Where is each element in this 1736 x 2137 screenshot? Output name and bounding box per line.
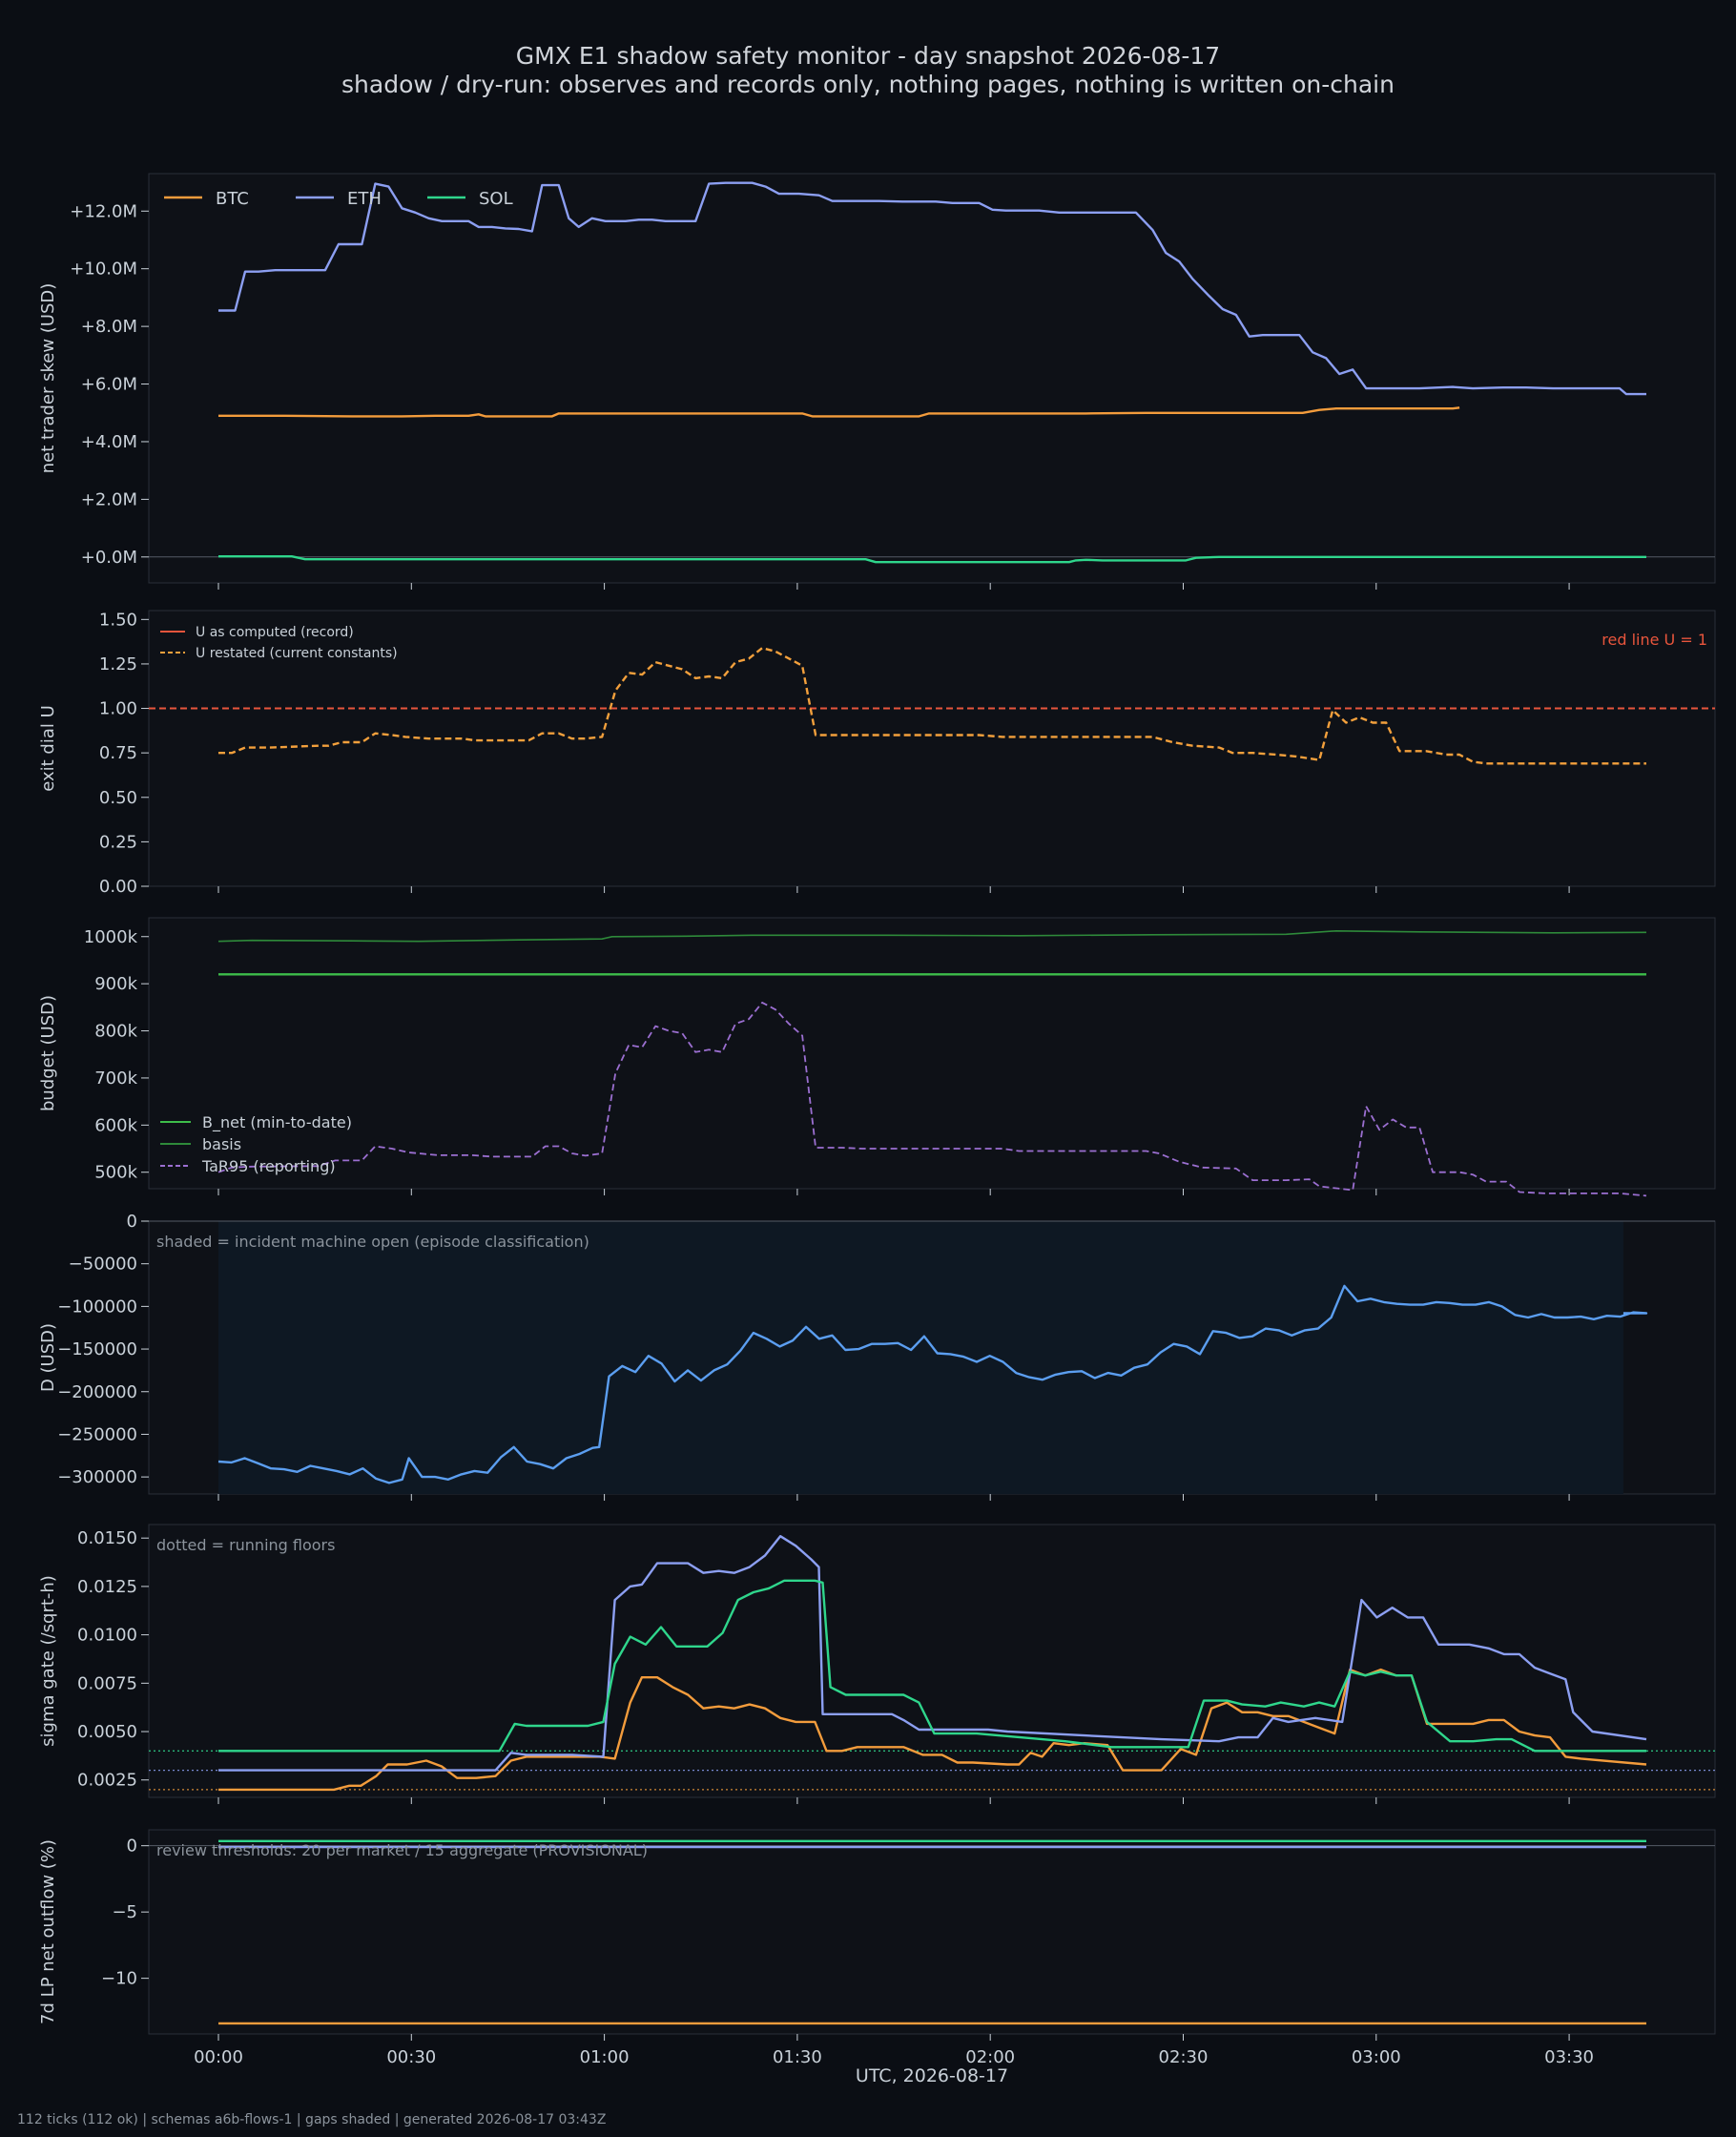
legend-label: basis xyxy=(202,1135,241,1153)
y-tick-label: +8.0M xyxy=(81,317,137,337)
y-tick-label: 800k xyxy=(94,1022,137,1042)
y-tick-label: 0.0025 xyxy=(77,1771,137,1791)
plot-area xyxy=(148,1829,1716,2035)
y-axis-label: net trader skew (USD) xyxy=(38,283,58,474)
panel-sigma_gate: 0.0025 0.0050 0.0075 0.0100 0.0125 0.0150 sigm… xyxy=(38,1524,1716,1804)
y-axis-label: D (USD) xyxy=(38,1323,58,1392)
legend-label: TaR95 (reporting) xyxy=(201,1157,336,1175)
y-tick-label: −100000 xyxy=(57,1297,137,1317)
series-line-eth xyxy=(218,1535,1647,1772)
series-line-tar95-reporting- xyxy=(217,1002,1647,1197)
y-axis-label: exit dial U xyxy=(38,705,58,792)
plot-area xyxy=(148,610,1716,887)
y-tick-label: 600k xyxy=(94,1115,137,1135)
y-tick-label: +4.0M xyxy=(81,432,137,452)
y-tick-label: −300000 xyxy=(57,1467,137,1487)
panel-d_usd: 0 −50000 −100000 −150000 −200000 −250000 −3000… xyxy=(38,1212,1716,1501)
legend-label: ETH xyxy=(347,189,382,209)
y-tick-label: 0.50 xyxy=(99,788,137,808)
panel-annotation: review thresholds: 20 per market / 15 ag… xyxy=(156,1841,648,1859)
legend-label: SOL xyxy=(479,189,513,209)
y-tick-label: −10 xyxy=(101,1969,137,1989)
y-tick-label: 1000k xyxy=(84,927,138,947)
y-tick-label: +0.0M xyxy=(81,548,137,568)
y-tick-label: 0.0100 xyxy=(77,1626,137,1646)
x-tick-label: 00:00 xyxy=(194,2047,243,2067)
y-tick-label: +12.0M xyxy=(70,201,137,221)
y-axis-label: budget (USD) xyxy=(38,995,58,1111)
y-axis-label: 7d LP net outflow (%) xyxy=(38,1839,58,2024)
panel-lp_outflow: 0 −5 −10 00:00 00:30 01:00 01:30 02:00 02:30 03:0… xyxy=(38,1829,1716,2067)
x-tick-label: 01:30 xyxy=(773,2047,822,2067)
redline-annotation: red line U = 1 xyxy=(1602,631,1707,649)
y-tick-label: 0.75 xyxy=(99,743,137,763)
panel-annotation: shaded = incident machine open (episode … xyxy=(156,1233,589,1251)
figure-title: GMX E1 shadow safety monitor - day snaps… xyxy=(515,42,1221,70)
series-line-basis xyxy=(217,930,1647,943)
series-line-u-restated-current-constants- xyxy=(218,647,1646,765)
y-tick-label: 1.25 xyxy=(99,654,137,674)
incident-shade xyxy=(218,1221,1623,1494)
plot-area xyxy=(148,173,1716,584)
y-tick-label: 0.0050 xyxy=(77,1722,137,1742)
x-axis-label: UTC, 2026-08-17 xyxy=(856,2065,1008,2086)
y-tick-label: 0 xyxy=(127,1212,137,1232)
series-line-d xyxy=(217,1284,1648,1484)
panel-budget: 500k 600k 700k 800k 900k 1000k budget (USD) B_n… xyxy=(38,917,1716,1197)
y-tick-label: +2.0M xyxy=(81,489,137,509)
y-tick-label: 0.25 xyxy=(99,832,137,852)
y-tick-label: 0.0150 xyxy=(77,1528,137,1548)
figure-subtitle: shadow / dry-run: observes and records o… xyxy=(341,71,1395,98)
legend-label: U as computed (record) xyxy=(196,625,354,640)
y-tick-label: +6.0M xyxy=(81,375,137,395)
x-tick-label: 03:30 xyxy=(1544,2047,1594,2067)
y-tick-label: 0.0075 xyxy=(77,1673,137,1693)
x-tick-label: 00:30 xyxy=(386,2047,436,2067)
series-line-btc xyxy=(218,1668,1647,1792)
y-tick-label: 0 xyxy=(127,1836,137,1857)
panel-annotation: dotted = running floors xyxy=(156,1536,335,1554)
series-line-sol xyxy=(218,1579,1646,1753)
y-tick-label: 700k xyxy=(94,1068,137,1089)
x-tick-label: 01:00 xyxy=(580,2047,630,2067)
y-tick-label: −150000 xyxy=(57,1339,137,1359)
legend-label: BTC xyxy=(216,189,249,209)
y-tick-label: 500k xyxy=(94,1163,137,1183)
legend-label: U restated (current constants) xyxy=(196,646,398,661)
y-tick-label: 900k xyxy=(94,974,137,994)
y-tick-label: −250000 xyxy=(57,1424,137,1444)
y-tick-label: −5 xyxy=(112,1902,137,1922)
y-tick-label: −200000 xyxy=(57,1382,137,1402)
figure-footer: 112 ticks (112 ok) | schemas a6b-flows-1… xyxy=(17,2112,607,2127)
x-tick-label: 02:00 xyxy=(965,2047,1015,2067)
y-axis-label: sigma gate (/sqrt-h) xyxy=(38,1575,58,1747)
y-tick-label: 0.0125 xyxy=(77,1577,137,1597)
y-tick-label: +10.0M xyxy=(70,259,137,280)
y-tick-label: 0.00 xyxy=(99,877,137,897)
panel-skew: +0.0M +2.0M +4.0M +6.0M +8.0M +10.0M +12.0M net… xyxy=(38,173,1716,590)
plot-area xyxy=(148,917,1716,1190)
panel-exit_dial: 0.00 0.25 0.50 0.75 1.00 1.25 1.50 exit dial U r… xyxy=(38,610,1716,897)
series-line-sol xyxy=(218,555,1646,564)
series-line-eth xyxy=(218,181,1646,396)
x-tick-label: 02:30 xyxy=(1159,2047,1209,2067)
y-tick-label: −50000 xyxy=(69,1255,137,1275)
y-tick-label: 1.00 xyxy=(99,699,137,719)
series-line-btc xyxy=(218,406,1460,418)
plot-area xyxy=(148,1524,1716,1798)
x-tick-label: 03:00 xyxy=(1352,2047,1401,2067)
y-tick-label: 1.50 xyxy=(99,610,137,630)
legend-label: B_net (min-to-date) xyxy=(202,1113,352,1132)
